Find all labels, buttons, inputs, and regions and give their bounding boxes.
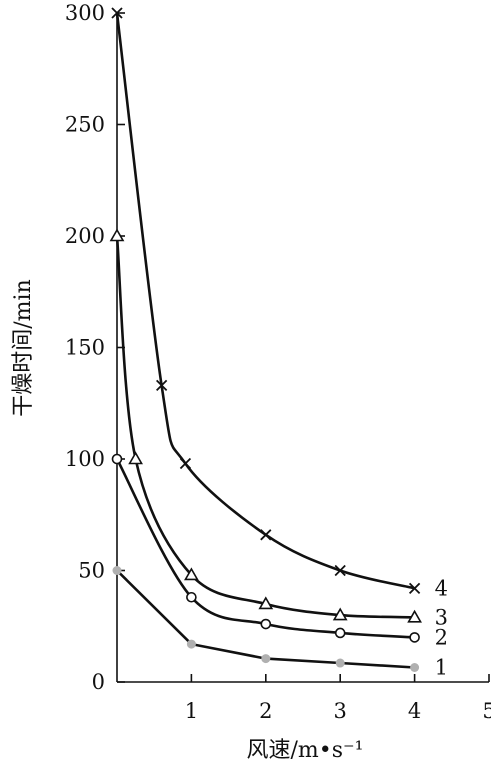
data-point-series-3 (258, 596, 274, 610)
data-point-series-3 (109, 228, 125, 242)
series-label-2: 2 (435, 625, 448, 649)
data-point-series-1 (186, 639, 196, 649)
x-tick-label: 5 (482, 699, 491, 723)
y-axis-title: 干燥时间/min (11, 279, 36, 416)
x-tick-label: 2 (259, 699, 272, 723)
y-tick-label: 100 (65, 447, 105, 471)
data-point-series-2 (111, 453, 123, 465)
x-tick-label: 4 (408, 699, 421, 723)
data-point-series-4 (260, 529, 272, 541)
series-line-2 (115, 458, 415, 639)
data-point-series-4 (334, 564, 346, 577)
data-point-series-4 (179, 457, 192, 470)
y-tick-label: 150 (65, 336, 105, 360)
data-point-series-2 (260, 618, 272, 630)
y-tick-label: 250 (65, 113, 105, 137)
data-point-series-3 (128, 451, 143, 465)
data-point-series-2 (186, 591, 197, 603)
series-label-3: 3 (435, 605, 448, 629)
series-line-3 (115, 235, 415, 619)
y-tick-label: 0 (92, 670, 105, 694)
data-point-series-3 (407, 609, 422, 623)
data-point-series-1 (112, 566, 122, 575)
y-tick-label: 300 (65, 1, 105, 25)
x-tick-label: 3 (334, 699, 347, 723)
data-point-series-4 (111, 7, 123, 19)
y-tick-label: 50 (78, 559, 105, 583)
labels: 1 23 4 (435, 576, 448, 679)
curves (115, 12, 415, 669)
x-tick-label: 1 (185, 699, 198, 723)
y-tick-label: 200 (65, 224, 105, 248)
data-point-series-1 (335, 658, 345, 668)
series-line-4 (115, 12, 415, 590)
data-point-series-3 (332, 607, 348, 621)
series-label-4: 4 (435, 576, 448, 600)
data-point-series-4 (156, 379, 168, 392)
data-point-series-1 (261, 654, 271, 664)
data-point-series-1 (410, 663, 420, 673)
data-point-series-3 (184, 567, 199, 581)
x-axis-title: 风速/m•s⁻¹ (247, 738, 364, 763)
data-point-series-2 (409, 632, 420, 643)
data-point-series-4 (408, 582, 421, 594)
series-label-1: 1 (435, 656, 448, 680)
markers (109, 7, 422, 673)
data-point-series-2 (334, 627, 346, 639)
